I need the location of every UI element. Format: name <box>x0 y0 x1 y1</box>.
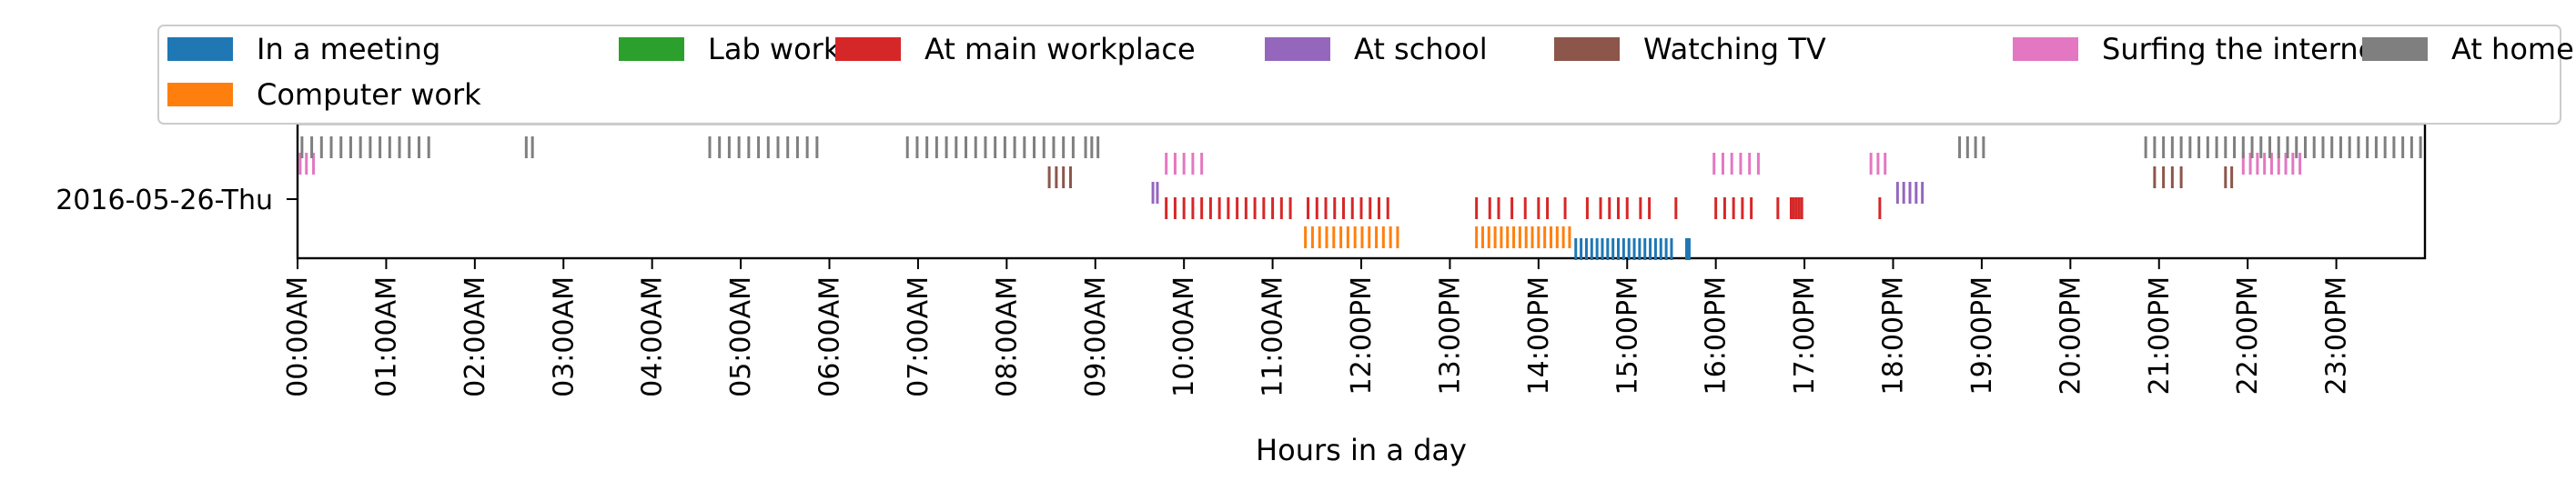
x-tick-label: 09:00AM <box>1080 276 1112 397</box>
x-tick-label: 01:00AM <box>370 276 402 397</box>
legend-swatch <box>1554 37 1620 61</box>
x-tick-label: 19:00PM <box>1966 276 1998 395</box>
legend-label: At home <box>2451 32 2574 66</box>
legend-swatch <box>167 83 233 106</box>
x-tick-label: 04:00AM <box>637 276 669 397</box>
legend-frame <box>157 25 2561 125</box>
x-tick-label: 06:00AM <box>814 276 846 397</box>
legend-label: Computer work <box>257 77 481 112</box>
x-axis-label: Hours in a day <box>1256 433 1467 467</box>
x-tick-label: 12:00PM <box>1346 276 1378 395</box>
x-tick-label: 15:00PM <box>1611 276 1643 395</box>
x-tick-label: 07:00AM <box>903 276 934 397</box>
x-tick-label: 20:00PM <box>2055 276 2086 395</box>
legend-label: In a meeting <box>257 32 440 66</box>
legend-swatch <box>1265 37 1330 61</box>
x-tick-label: 08:00AM <box>991 276 1023 397</box>
y-tick-label: 2016-05-26-Thu <box>56 185 273 216</box>
x-tick-label: 05:00AM <box>725 276 757 397</box>
event-marks <box>298 136 2422 260</box>
legend-label: At main workplace <box>924 32 1196 66</box>
legend-swatch <box>2362 37 2428 61</box>
x-tick-label: 14:00PM <box>1523 276 1555 395</box>
x-tick-label: 17:00PM <box>1789 276 1821 395</box>
x-tick-label: 21:00PM <box>2144 276 2176 395</box>
x-tick-label: 22:00PM <box>2232 276 2264 395</box>
x-tick-label: 00:00AM <box>282 276 314 397</box>
legend: In a meeting Computer work Lab work At main… <box>157 25 2574 125</box>
x-tick-label: 13:00PM <box>1434 276 1466 395</box>
legend-label: At school <box>1354 32 1488 66</box>
legend-swatch <box>835 37 901 61</box>
x-tick-label: 03:00AM <box>548 276 580 397</box>
legend-label: Watching TV <box>1643 32 1826 66</box>
legend-swatch <box>619 37 684 61</box>
x-tick-label: 16:00PM <box>1701 276 1732 395</box>
x-axis: 00:00AM 01:00AM 02:00AM 03:00AM 04:00AM 05:00… <box>282 258 2353 397</box>
y-axis: 2016-05-26-Thu <box>56 185 298 216</box>
legend-swatch <box>167 37 233 61</box>
legend-label: Surfing the internet <box>2102 32 2388 66</box>
legend-label: Lab work <box>708 32 841 66</box>
x-tick-label: 23:00PM <box>2321 276 2353 395</box>
x-tick-label: 11:00AM <box>1258 276 1289 397</box>
x-tick-label: 18:00PM <box>1878 276 1910 395</box>
x-tick-label: 10:00AM <box>1168 276 1200 397</box>
x-tick-label: 02:00AM <box>460 276 491 397</box>
legend-swatch <box>2013 37 2078 61</box>
